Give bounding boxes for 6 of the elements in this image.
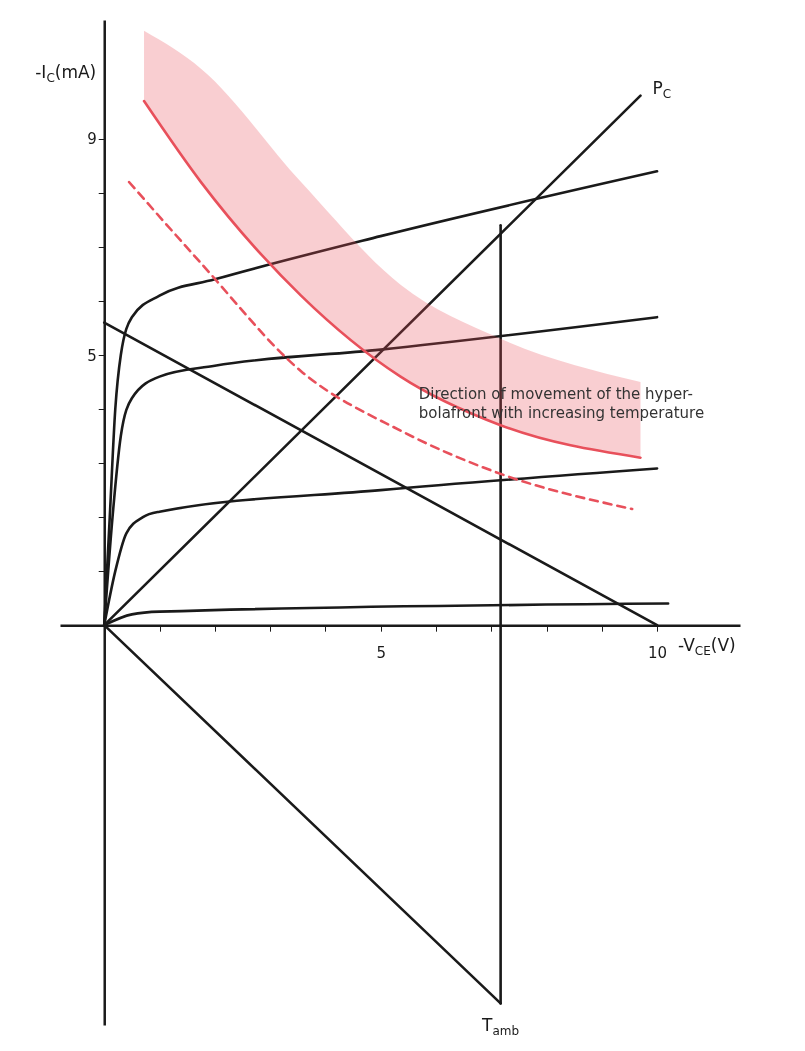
y-tick-label: 9 xyxy=(87,130,97,149)
series-label: P$_{C}$ xyxy=(652,77,672,102)
series-label: T$_{amb}$ xyxy=(482,1015,520,1039)
y-axis-title: -I$_{C}$(mA) xyxy=(35,62,97,86)
x-axis-title: -V$_{CE}$(V) xyxy=(678,635,736,659)
x-tick-label: 10 xyxy=(648,643,668,662)
